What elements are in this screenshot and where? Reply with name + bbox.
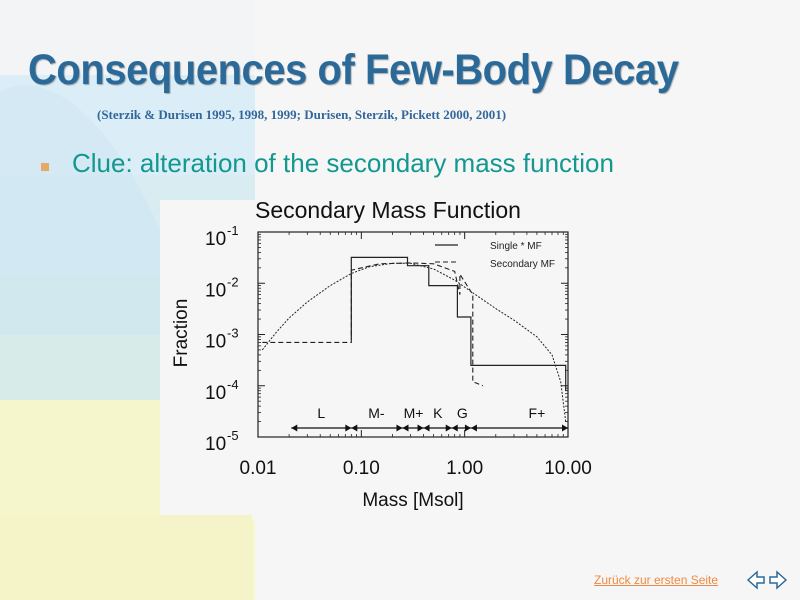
legend-label: Single * MF: [490, 241, 542, 252]
arrow-head: [445, 424, 452, 432]
mass-class-label: M+: [404, 405, 424, 421]
mass-class-label: K: [433, 405, 443, 421]
mass-class-label: G: [457, 405, 468, 421]
arrow-head: [291, 424, 298, 432]
y-axis-label: Fraction: [171, 299, 192, 368]
mass-class-label: L: [317, 405, 325, 421]
arrow-right-icon[interactable]: [768, 569, 788, 591]
chart-title: Secondary Mass Function: [255, 197, 521, 223]
x-tick-label: 10.00: [544, 458, 592, 479]
arrow-head: [562, 424, 568, 432]
arrow-head: [402, 424, 409, 432]
y-tick-exponent: -4: [227, 377, 239, 392]
arrow-head: [451, 424, 458, 432]
y-tick-exponent: -2: [227, 274, 239, 289]
arrow-head: [396, 424, 403, 432]
x-tick-label: 0.01: [240, 458, 277, 479]
x-axis-label: Mass [Msol]: [362, 490, 463, 511]
y-tick-exponent: -5: [227, 428, 239, 443]
back-to-first-slide-link[interactable]: Zurück zur ersten Seite: [594, 573, 719, 587]
series-line-smooth-curve: [261, 262, 567, 422]
mass-class-label: F+: [529, 405, 546, 421]
secondary-mass-function-chart: Secondary Mass Function 0.01 0.10 1.00 10.00…: [171, 197, 592, 511]
slide-subtitle: (Sterzik & Durisen 1995, 1998, 1999; Dur…: [97, 107, 507, 122]
slide-title: Consequences of Few-Body Decay: [28, 46, 679, 94]
y-tick-label: 10: [205, 383, 226, 404]
arrow-head: [351, 424, 358, 432]
y-tick-label: 10: [205, 229, 226, 250]
y-tick-label: 10: [205, 434, 226, 455]
arrow-head: [470, 424, 477, 432]
x-tick-label: 1.00: [446, 458, 483, 479]
y-tick-exponent: -3: [227, 326, 239, 341]
arrow-left-icon[interactable]: [746, 569, 766, 591]
mass-class-label: M-: [368, 405, 385, 421]
y-tick-label: 10: [205, 280, 226, 301]
arrow-head: [423, 424, 430, 432]
x-tick-label: 0.10: [343, 458, 380, 479]
bullet-marker: [41, 163, 49, 171]
arrow-head: [464, 424, 471, 432]
arrow-head: [345, 424, 352, 432]
series-line-solid-steps: [350, 256, 567, 391]
y-tick-label: 10: [205, 332, 226, 353]
legend-label: Secondary MF: [490, 259, 555, 270]
bullet-text: Clue: alteration of the secondary mass f…: [72, 148, 614, 178]
y-tick-exponent: -1: [227, 223, 239, 238]
arrow-head: [417, 424, 424, 432]
series-line-dashed-steps: [262, 262, 484, 387]
background-band: [0, 0, 255, 75]
